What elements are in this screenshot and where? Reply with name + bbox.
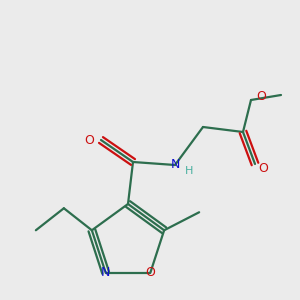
- Text: H: H: [185, 166, 193, 176]
- Text: N: N: [170, 158, 180, 172]
- Text: O: O: [256, 91, 266, 103]
- Text: O: O: [258, 163, 268, 176]
- Text: O: O: [84, 134, 94, 146]
- Text: N: N: [101, 266, 110, 279]
- Text: O: O: [146, 266, 155, 279]
